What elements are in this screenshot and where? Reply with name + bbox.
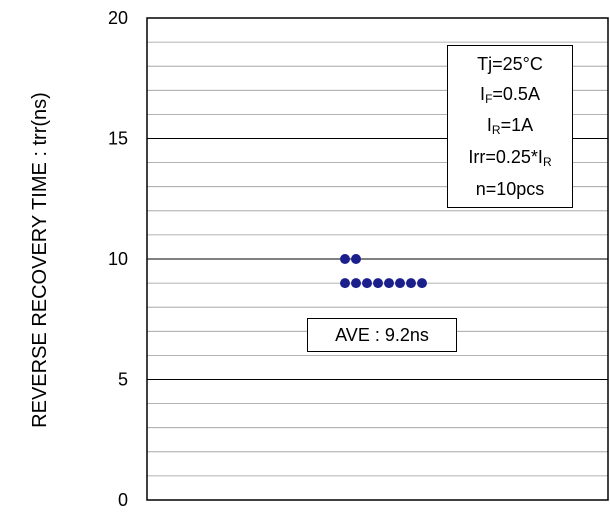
- data-point: [362, 278, 372, 289]
- average-label: AVE : 9.2ns: [307, 318, 457, 352]
- plot-frame: [146, 17, 609, 501]
- data-point: [417, 278, 427, 289]
- condition-n: n=10pcs: [475, 179, 545, 200]
- y-tick-label: 15: [108, 129, 128, 149]
- data-point: [340, 278, 350, 289]
- data-point: [373, 278, 383, 289]
- data-point: [384, 278, 394, 289]
- conditions-legend: Tj=25°C IF=0.5A IR=1A Irr=0.25*IR n=10pc…: [447, 45, 573, 208]
- y-tick-labels: 0 5 10 15 20: [108, 8, 128, 510]
- data-point: [406, 278, 416, 289]
- data-point: [351, 254, 361, 264]
- condition-irr: Irr=0.25*IR: [468, 147, 552, 170]
- data-points: [340, 254, 427, 289]
- y-tick-label: 0: [118, 490, 128, 510]
- y-axis-title: REVERSE RECOVERY TIME : trr(ns): [29, 92, 51, 428]
- data-point: [395, 278, 405, 289]
- y-tick-label: 20: [108, 8, 128, 28]
- data-point: [351, 278, 361, 289]
- data-point: [340, 254, 350, 264]
- y-tick-label: 10: [108, 249, 128, 269]
- condition-ir: IR=1A: [486, 115, 534, 138]
- y-tick-label: 5: [118, 370, 128, 390]
- condition-if: IF=0.5A: [480, 83, 540, 106]
- condition-tj: Tj=25°C: [477, 53, 543, 74]
